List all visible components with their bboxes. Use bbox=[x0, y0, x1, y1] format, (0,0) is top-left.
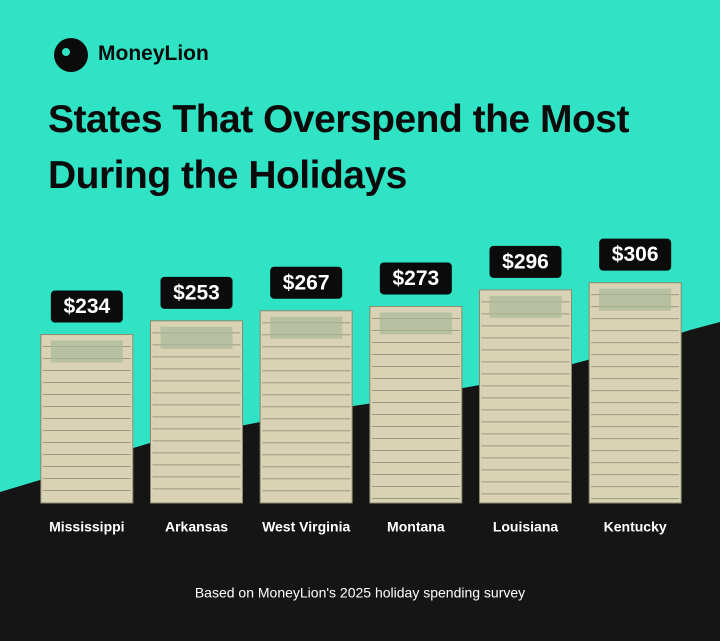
label-box bbox=[599, 238, 672, 271]
value-label: $273 bbox=[392, 267, 439, 290]
bar bbox=[150, 320, 243, 504]
bar bbox=[588, 282, 682, 504]
bill-face bbox=[489, 295, 562, 318]
note: Based on MoneyLion's 2025 holiday spendi… bbox=[195, 585, 525, 601]
bill-face bbox=[270, 316, 343, 339]
bill-face bbox=[50, 340, 123, 363]
bill-face bbox=[599, 288, 672, 311]
value-label: $296 bbox=[502, 250, 549, 273]
logo-eye bbox=[62, 48, 70, 56]
label-box bbox=[50, 290, 123, 323]
x-tick-label: Arkansas bbox=[165, 519, 228, 535]
bar bbox=[479, 289, 572, 504]
x-tick-label: West Virginia bbox=[262, 519, 350, 535]
x-tick-label: Mississippi bbox=[49, 519, 124, 535]
bar bbox=[369, 305, 463, 504]
value-label: $253 bbox=[173, 281, 220, 304]
label-box bbox=[160, 276, 233, 309]
value-label: $306 bbox=[612, 243, 659, 266]
value-label: $267 bbox=[283, 271, 330, 294]
brand: MoneyLion bbox=[98, 42, 209, 65]
label-box bbox=[379, 262, 452, 295]
label-box bbox=[489, 245, 562, 278]
label-box bbox=[270, 266, 343, 299]
x-tick-label: Montana bbox=[387, 519, 445, 535]
value-label: $234 bbox=[63, 295, 110, 318]
x-tick-label: Louisiana bbox=[493, 519, 559, 535]
logo-icon bbox=[54, 38, 88, 72]
bill-face bbox=[160, 326, 233, 349]
chart-title: States That Overspend the Most During th… bbox=[48, 98, 629, 197]
bill-face bbox=[379, 312, 452, 335]
x-tick-label: Kentucky bbox=[604, 519, 667, 535]
